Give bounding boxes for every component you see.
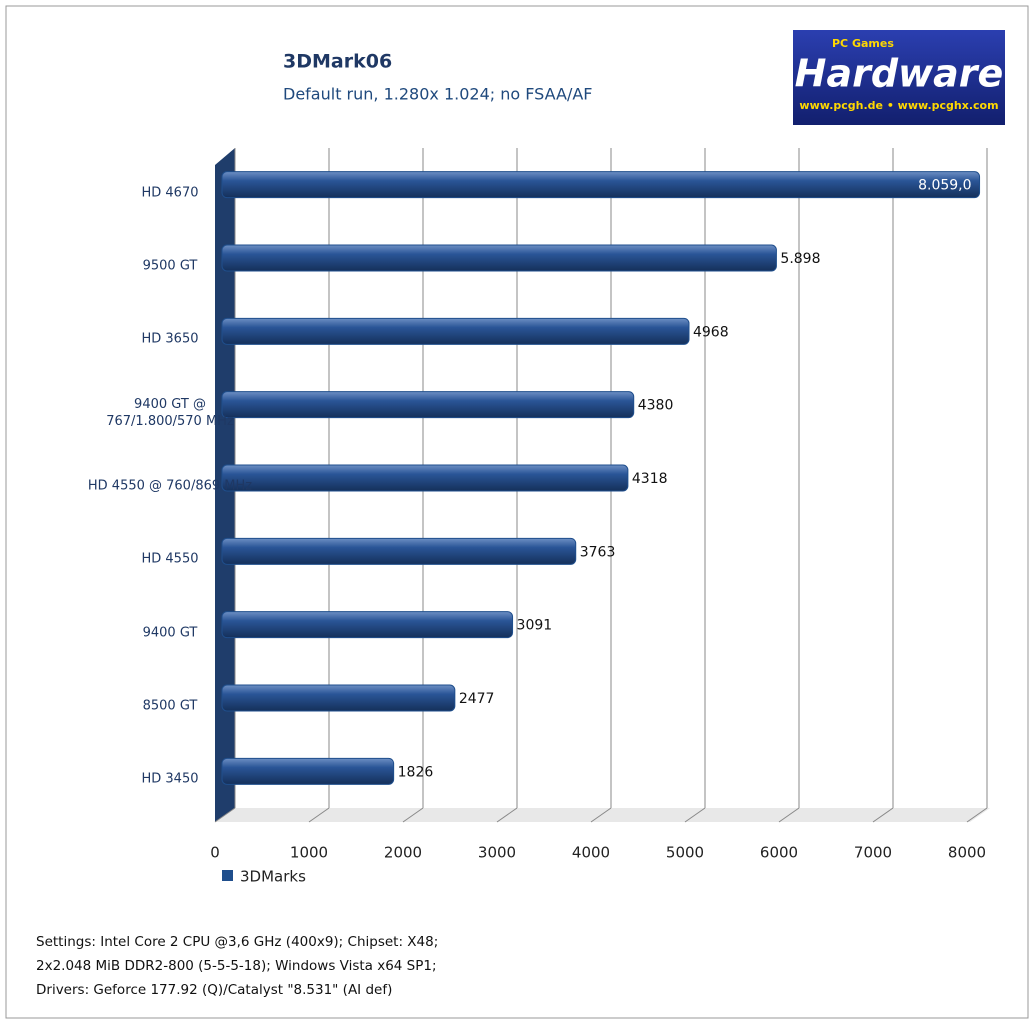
- x-tick-label: 5000: [666, 844, 704, 862]
- logo: PC Games Hardware www.pcgh.de • www.pcgh…: [793, 30, 1005, 125]
- bar: [221, 317, 690, 345]
- x-tick-label: 1000: [290, 844, 328, 862]
- bar: [221, 464, 629, 492]
- grid-line: [966, 807, 988, 823]
- value-label: 4968: [693, 324, 729, 340]
- grid-line: [778, 807, 800, 823]
- frame: [5, 5, 1029, 1019]
- logo-box: [793, 30, 1005, 125]
- grid-line: [402, 807, 424, 823]
- x-tick-label: 8000: [948, 844, 986, 862]
- grid-line: [872, 807, 894, 823]
- y-tick-label: HD 4550 @ 760/869 MHz: [87, 478, 253, 494]
- y-tick-label: HD 3450: [141, 771, 199, 787]
- bar: [221, 244, 777, 272]
- value-label: 1826: [398, 764, 434, 780]
- y-tick-label: HD 3650: [141, 331, 199, 347]
- value-label: 8.059,0: [918, 178, 971, 194]
- value-label: 3091: [517, 618, 553, 634]
- bar: [221, 757, 395, 785]
- logo-urls: www.pcgh.de • www.pcghx.com: [799, 99, 998, 112]
- value-label: 4318: [632, 471, 668, 487]
- value-label: 2477: [459, 691, 495, 707]
- grid-line: [496, 807, 518, 823]
- note: 2x2.048 MiB DDR2-800 (5-5-5-18); Windows…: [36, 958, 437, 974]
- chart-title: 3DMark06: [283, 51, 392, 73]
- y-tick-label: 9500 GT: [142, 258, 198, 274]
- note: Drivers: Geforce 177.92 (Q)/Catalyst "8.…: [36, 982, 392, 998]
- value-label: 4380: [638, 398, 674, 414]
- y-tick-label: 9400 GT: [142, 625, 198, 641]
- y-tick-label: 8500 GT: [142, 698, 198, 714]
- logo-top: PC Games: [832, 37, 894, 50]
- bar: [221, 684, 456, 712]
- x-tick-label: 0: [210, 844, 220, 862]
- value-label: 3763: [580, 544, 616, 560]
- chart-subtitle: Default run, 1.280x 1.024; no FSAA/AF: [283, 85, 592, 104]
- bar: [221, 391, 635, 419]
- x-tick-label: 4000: [572, 844, 610, 862]
- legend-swatch: [222, 870, 233, 881]
- x-tick-label: 7000: [854, 844, 892, 862]
- bar: [221, 537, 577, 565]
- grid-line: [214, 807, 236, 823]
- y-tick-label: HD 4670: [141, 185, 199, 201]
- bar: [221, 611, 514, 639]
- grid-line: [590, 807, 612, 823]
- y-tick-label: 9400 GT @ 767/1.800/570 MHz: [106, 396, 234, 429]
- x-tick-label: 6000: [760, 844, 798, 862]
- bar: [221, 171, 981, 199]
- note: Settings: Intel Core 2 CPU @3,6 GHz (400…: [36, 934, 438, 950]
- floor: [215, 808, 990, 822]
- x-tick-label: 3000: [478, 844, 516, 862]
- value-label: 5.898: [780, 251, 820, 267]
- logo-name: Hardware: [795, 52, 1004, 96]
- legend-label: 3DMarks: [240, 868, 306, 886]
- grid-line: [308, 807, 330, 823]
- y-tick-label: HD 4550: [141, 551, 199, 567]
- grid-line: [684, 807, 706, 823]
- x-tick-label: 2000: [384, 844, 422, 862]
